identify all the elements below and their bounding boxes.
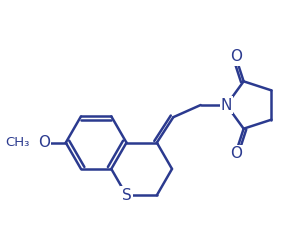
- Text: N: N: [221, 98, 232, 113]
- Text: S: S: [122, 188, 131, 203]
- Text: CH₃: CH₃: [5, 136, 29, 149]
- Text: O: O: [230, 49, 242, 64]
- Text: O: O: [230, 146, 242, 161]
- Text: O: O: [38, 135, 50, 150]
